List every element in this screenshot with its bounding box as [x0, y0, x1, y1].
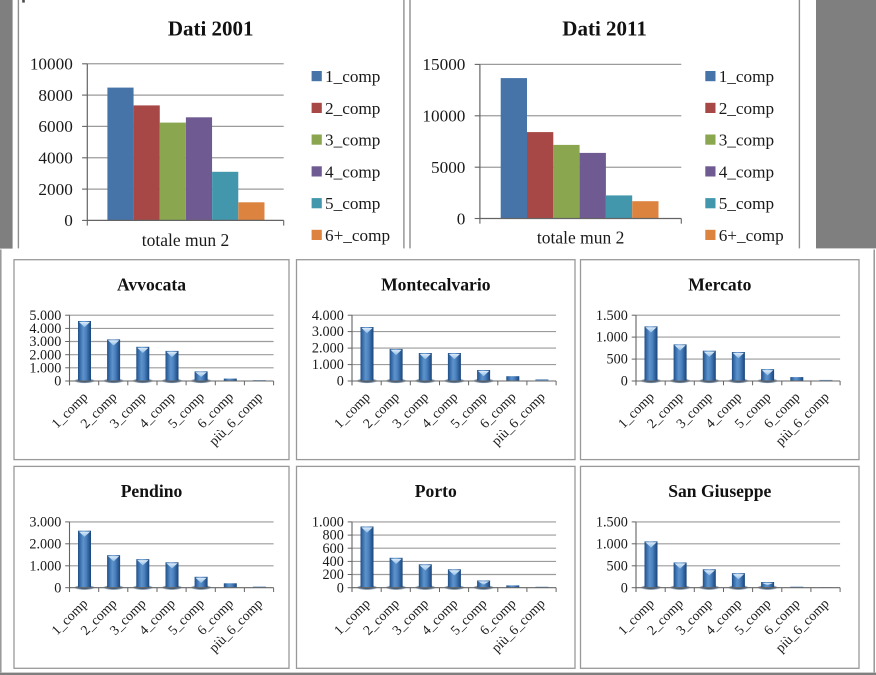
svg-text:0: 0: [457, 209, 466, 228]
svg-text:1_comp: 1_comp: [325, 67, 380, 86]
svg-text:1.500: 1.500: [596, 308, 628, 324]
svg-text:1.000: 1.000: [596, 330, 628, 346]
svg-text:4000: 4000: [38, 149, 72, 168]
svg-text:2_comp: 2_comp: [325, 99, 380, 118]
svg-text:Porto: Porto: [415, 481, 457, 501]
svg-text:4_comp: 4_comp: [325, 162, 380, 181]
svg-text:1.000: 1.000: [312, 357, 344, 373]
svg-text:600: 600: [323, 541, 344, 557]
svg-text:totale mun 2: totale mun 2: [537, 228, 624, 248]
svg-text:5000: 5000: [431, 158, 465, 177]
svg-text:Dati 2001: Dati 2001: [168, 17, 254, 41]
svg-text:500: 500: [607, 558, 628, 574]
svg-text:0: 0: [337, 374, 344, 390]
svg-text:Mercato: Mercato: [688, 274, 751, 294]
svg-text:1.500: 1.500: [596, 515, 628, 531]
svg-text:4.000: 4.000: [312, 308, 344, 324]
svg-text:6+_comp: 6+_comp: [325, 226, 390, 245]
svg-text:Montecalvario: Montecalvario: [381, 274, 491, 294]
svg-text:5_comp: 5_comp: [325, 194, 380, 213]
svg-text:3_comp: 3_comp: [719, 131, 774, 150]
svg-text:6000: 6000: [38, 117, 72, 136]
svg-text:2.000: 2.000: [29, 347, 61, 363]
svg-text:10000: 10000: [422, 107, 465, 126]
svg-text:200: 200: [323, 567, 344, 583]
svg-text:15000: 15000: [422, 55, 465, 74]
svg-text:1_comp: 1_comp: [719, 67, 774, 86]
svg-text:3.000: 3.000: [29, 515, 61, 531]
svg-text:totale mun 2: totale mun 2: [142, 230, 229, 250]
svg-text:0: 0: [621, 374, 628, 390]
svg-text:8000: 8000: [38, 86, 72, 105]
svg-text:6+_comp: 6+_comp: [719, 226, 784, 245]
svg-text:2_comp: 2_comp: [719, 99, 774, 118]
svg-text:800: 800: [323, 528, 344, 544]
svg-text:5_comp: 5_comp: [719, 194, 774, 213]
svg-text:5.000: 5.000: [29, 308, 61, 324]
svg-text:Avvocata: Avvocata: [117, 274, 186, 294]
svg-text:1.000: 1.000: [596, 536, 628, 552]
svg-text:0: 0: [337, 580, 344, 596]
svg-text:2000: 2000: [38, 180, 72, 199]
svg-text:4.000: 4.000: [29, 321, 61, 337]
svg-text:1.000: 1.000: [29, 360, 61, 376]
svg-text:500: 500: [607, 352, 628, 368]
svg-text:4_comp: 4_comp: [719, 162, 774, 181]
svg-text:0: 0: [54, 580, 61, 596]
svg-text:2.000: 2.000: [312, 341, 344, 357]
svg-text:3.000: 3.000: [312, 324, 344, 340]
svg-text:2.000: 2.000: [29, 536, 61, 552]
svg-text:0: 0: [64, 211, 73, 230]
svg-text:400: 400: [323, 554, 344, 570]
svg-text:0: 0: [621, 580, 628, 596]
svg-text:0: 0: [54, 374, 61, 390]
svg-text:10000: 10000: [30, 55, 73, 74]
svg-text:Dati 2011: Dati 2011: [562, 17, 647, 41]
svg-text:3.000: 3.000: [29, 334, 61, 350]
svg-text:1.000: 1.000: [29, 558, 61, 574]
svg-text:1.000: 1.000: [312, 515, 344, 531]
svg-text:3_comp: 3_comp: [325, 131, 380, 150]
svg-text:San Giuseppe: San Giuseppe: [668, 481, 771, 501]
svg-text:Pendino: Pendino: [121, 481, 183, 501]
